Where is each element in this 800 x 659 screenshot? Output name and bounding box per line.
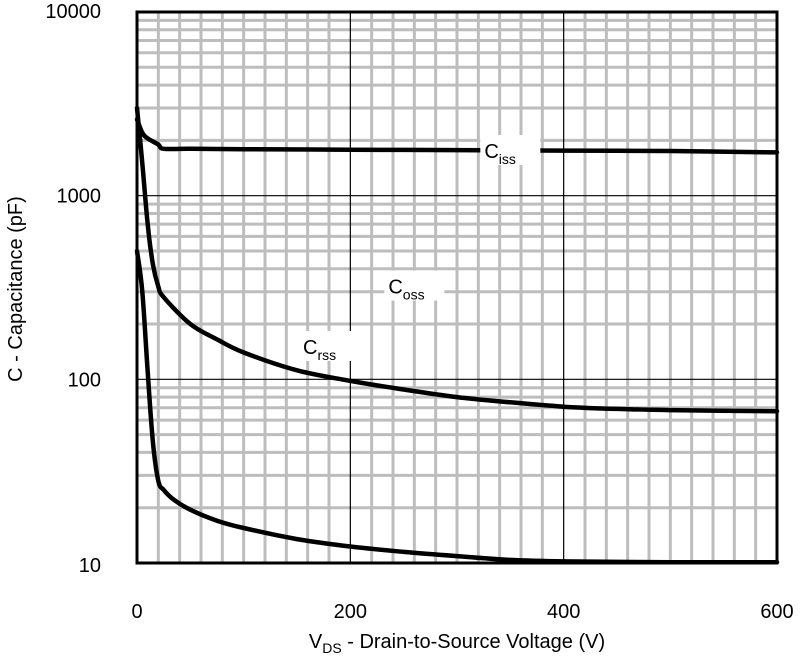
y-tick-label: 10 xyxy=(79,555,101,577)
x-tick-label: 600 xyxy=(760,601,793,623)
tick-labels: 0 200 400 600 10 100 1000 10000 xyxy=(45,1,793,623)
label-bg-coss xyxy=(384,270,445,301)
x-tick-label: 400 xyxy=(547,601,580,623)
x-axis-title: VDS - Drain-to-Source Voltage (V) xyxy=(309,631,605,656)
series-label-ciss: Ciss xyxy=(484,141,516,167)
minor-gridlines xyxy=(137,12,777,563)
series-line-coss xyxy=(134,105,780,414)
plot-frame xyxy=(135,10,779,565)
label-bg-ciss xyxy=(480,135,541,166)
y-tick-label: 100 xyxy=(68,369,101,391)
x-tick-label: 0 xyxy=(131,601,142,623)
series-line-crss xyxy=(134,248,780,565)
x-tick-label: 200 xyxy=(334,601,367,623)
major-gridlines xyxy=(137,12,777,563)
data-curves xyxy=(134,105,780,565)
y-axis-title: C - Capacitance (pF) xyxy=(5,196,27,382)
curve-labels: Ciss Coss Crss xyxy=(299,135,541,363)
label-bg-crss xyxy=(299,330,359,361)
y-tick-label: 1000 xyxy=(57,186,102,208)
series-label-crss: Crss xyxy=(303,337,336,363)
y-tick-label: 10000 xyxy=(45,1,101,23)
series-line-ciss xyxy=(134,117,780,155)
series-label-coss: Coss xyxy=(388,277,424,303)
